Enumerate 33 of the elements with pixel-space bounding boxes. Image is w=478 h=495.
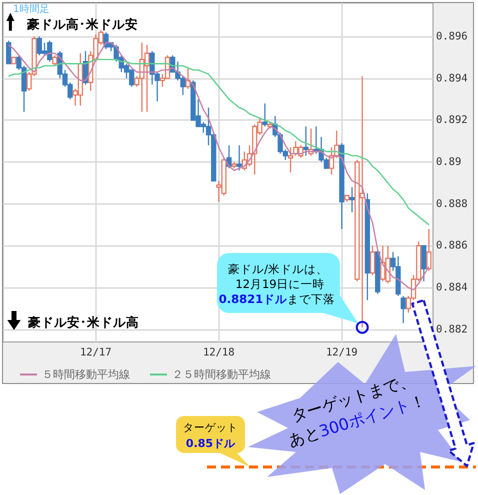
text: ターゲット: [183, 422, 238, 434]
y-tick-label: 0.886: [436, 240, 468, 252]
x-tick-label: 12/18: [202, 346, 235, 358]
annotation: 12月19日に一時: [235, 277, 325, 291]
x-tick-label: 12/19: [326, 346, 358, 358]
legend-label: ２５時間移動平均線: [172, 368, 271, 381]
y-tick-label: 0.888: [436, 198, 468, 210]
candlestick: [236, 144, 242, 172]
annotation: 0.8821ドル: [218, 292, 288, 306]
y-tick-label: 0.882: [436, 323, 468, 336]
candlestick: [303, 126, 308, 156]
candlestick: [52, 54, 58, 66]
candlestick: [262, 102, 268, 128]
annotation: まで下落: [287, 292, 336, 306]
candlestick: [400, 295, 406, 324]
annotation: 豪ドル高･米ドル安: [26, 16, 138, 32]
y-tick-label: 0.892: [436, 114, 468, 126]
candlestick: [6, 40, 12, 64]
candlestick: [349, 186, 355, 213]
candlestick: [370, 245, 376, 276]
candlestick: [421, 245, 426, 282]
annotation: 豪ドル/米ドルは、: [228, 262, 328, 276]
y-tick-label: 0.89: [436, 156, 462, 168]
annotation: 1時間足: [13, 3, 50, 15]
legend-label: ５時間移動平均線: [42, 368, 130, 381]
y-tick-label: 0.894: [436, 72, 468, 84]
x-tick-label: 12/17: [80, 346, 112, 358]
candlestick: [288, 146, 294, 174]
text: ！: [407, 390, 428, 414]
annotation: 豪ドル安･米ドル高: [27, 314, 139, 330]
y-tick-label: 0.896: [436, 30, 468, 42]
text: 0.85ドル: [186, 437, 236, 450]
y-tick-label: 0.884: [436, 282, 468, 294]
